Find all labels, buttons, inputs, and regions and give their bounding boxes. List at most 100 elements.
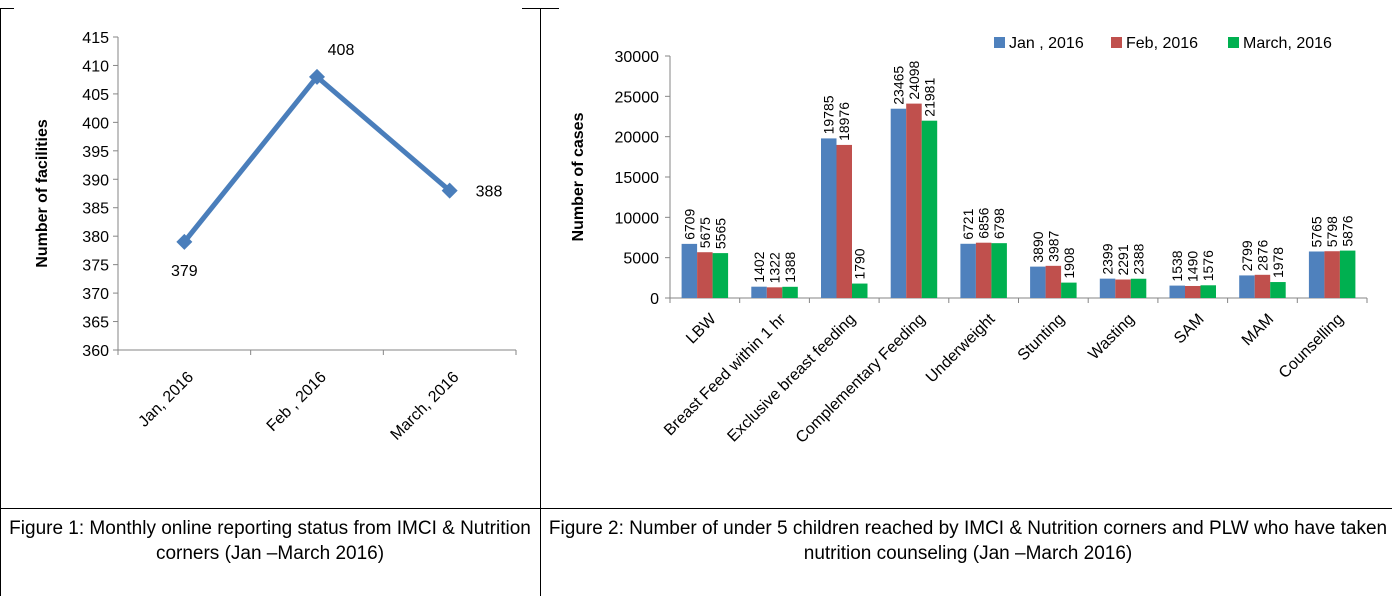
data-point-marker — [176, 233, 193, 250]
bar-value-label: 1538 — [1169, 250, 1185, 281]
legend-swatch — [1228, 37, 1239, 48]
bar — [1254, 274, 1271, 298]
bar — [751, 286, 767, 298]
bar — [1045, 265, 1062, 298]
figure-2-caption: Figure 2: Number of under 5 children rea… — [548, 518, 1388, 564]
data-point-marker — [441, 182, 458, 199]
y-tick-label: 365 — [82, 315, 109, 332]
legend-label: Jan , 2016 — [1009, 35, 1084, 52]
bar — [1185, 285, 1201, 298]
y-tick-label: 15000 — [615, 170, 660, 187]
bar — [1115, 279, 1131, 298]
legend-label: March, 2016 — [1243, 35, 1332, 52]
bar-value-label: 1490 — [1185, 251, 1201, 282]
bar-value-label: 1388 — [782, 251, 798, 282]
y-tick-label: 20000 — [615, 130, 660, 147]
figure-1-caption: Figure 1: Monthly online reporting statu… — [9, 518, 531, 564]
x-tick-label: MAM — [1239, 311, 1277, 349]
x-tick-label: Wasting — [1085, 311, 1137, 363]
bar-value-label: 1402 — [751, 251, 767, 282]
bar — [1130, 278, 1147, 298]
facilities-line-chart: 360 365 370 375 380 385 390 395 400 405 410 415 Jan,… — [34, 30, 517, 444]
bar-value-label: 3890 — [1030, 231, 1046, 262]
bar-value-label: 18976 — [836, 102, 852, 141]
bar-value-label: 6709 — [681, 209, 697, 240]
bar-value-label: 2876 — [1254, 239, 1270, 270]
bar-value-label: 1790 — [852, 248, 868, 279]
x-tick-label: SAM — [1171, 311, 1208, 348]
y-tick-label: 25000 — [615, 89, 660, 106]
bar-value-label: 6856 — [976, 207, 992, 238]
y-tick-label: 0 — [650, 291, 659, 308]
bar-value-label: 2388 — [1131, 243, 1147, 274]
bar-value-label: 1322 — [767, 252, 783, 283]
bar — [1200, 285, 1216, 298]
y-tick-label: 380 — [82, 229, 109, 246]
bar-value-label: 3987 — [1045, 230, 1061, 261]
bar — [681, 243, 698, 298]
y-tick-label: 360 — [82, 343, 109, 360]
bar — [836, 144, 852, 298]
bar-value-label: 5876 — [1340, 215, 1356, 246]
bar — [921, 120, 938, 298]
x-tick-label: Complementary Feeding — [793, 311, 929, 447]
bar — [1270, 282, 1286, 298]
bar — [1169, 285, 1185, 298]
data-label: 379 — [171, 263, 198, 280]
y-tick-label: 390 — [82, 172, 109, 189]
bar-value-label: 5798 — [1324, 216, 1340, 247]
y-tick-label: 395 — [82, 144, 109, 161]
bar — [766, 287, 783, 298]
bar — [1308, 251, 1325, 298]
bar-value-label: 2799 — [1239, 240, 1255, 271]
bar-value-label: 5675 — [697, 217, 713, 248]
bar — [960, 243, 976, 298]
y-tick-label: 5000 — [623, 251, 659, 268]
data-label: 408 — [328, 42, 355, 59]
bar — [782, 286, 798, 298]
y-tick-label: 30000 — [615, 49, 660, 66]
bar — [852, 283, 868, 298]
bar-value-label: 1576 — [1200, 250, 1216, 281]
bar — [821, 138, 837, 298]
x-tick-label: Feb , 2016 — [264, 369, 330, 435]
x-tick-label: Stunting — [1015, 311, 1069, 365]
data-point-marker — [309, 68, 325, 85]
y-tick-label: 415 — [82, 30, 109, 47]
x-tick-label: Breast Feed within 1 hr — [661, 310, 790, 439]
x-tick-label: Exclusive breast feeding — [724, 311, 859, 446]
bar-value-label: 5765 — [1309, 216, 1325, 247]
bar — [1339, 250, 1356, 298]
y-tick-label: 385 — [82, 201, 109, 218]
y-tick-label: 370 — [82, 286, 109, 303]
bar-value-label: 2291 — [1115, 244, 1131, 275]
bar — [1324, 251, 1340, 298]
bar-value-label: 24098 — [906, 60, 922, 99]
bar-value-label: 19785 — [821, 95, 837, 134]
cases-bar-chart: 0 5000 10000 15000 20000 25000 30000 6709 5675 55… — [570, 35, 1368, 447]
series-line — [182, 74, 452, 244]
bar — [1099, 278, 1116, 298]
bar — [1030, 266, 1046, 298]
legend-swatch — [1111, 37, 1122, 48]
x-tick-label: Counselling — [1276, 311, 1347, 382]
data-label: 388 — [476, 184, 503, 201]
x-tick-label: LBW — [683, 310, 720, 347]
x-tick-label: Underweight — [923, 310, 999, 386]
bar-value-label: 5565 — [712, 218, 728, 249]
y-axis-title: Number of cases — [570, 112, 587, 241]
legend-label: Feb, 2016 — [1126, 35, 1198, 52]
bar — [697, 252, 713, 298]
y-axis-title: Number of facilities — [34, 119, 51, 268]
y-tick-label: 375 — [82, 258, 109, 275]
bar — [975, 242, 992, 298]
x-tick-label: Jan, 2016 — [135, 369, 197, 431]
bar-value-label: 21981 — [921, 78, 937, 117]
legend-swatch — [994, 37, 1005, 48]
y-tick-label: 410 — [82, 58, 109, 75]
bar — [890, 108, 907, 298]
y-tick-label: 400 — [82, 115, 109, 132]
bar — [1061, 282, 1077, 298]
bar — [1239, 275, 1255, 298]
bar-value-label: 1978 — [1270, 247, 1286, 278]
